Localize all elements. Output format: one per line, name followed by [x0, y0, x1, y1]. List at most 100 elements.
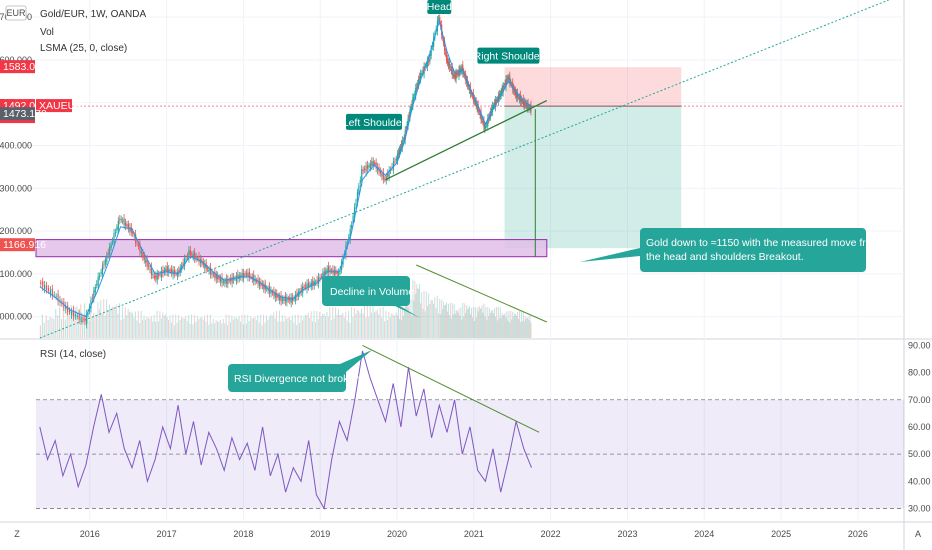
volume-bar: [326, 311, 328, 338]
volume-bar: [456, 310, 458, 338]
candle-body: [96, 284, 98, 286]
rsi-gridlines: [36, 399, 904, 509]
candle-body: [312, 280, 314, 286]
volume-bar: [191, 314, 193, 338]
candle-body: [188, 250, 190, 259]
volume-bar: [156, 310, 158, 338]
dotted-trend-segment: [39, 0, 889, 339]
dotted-trendline[interactable]: [39, 0, 889, 339]
volume-bar: [424, 311, 426, 338]
candle-body: [111, 241, 114, 243]
drawn-lines[interactable]: [385, 99, 548, 323]
volume-bar: [62, 306, 65, 338]
candle-body: [86, 314, 88, 325]
candle-body: [256, 280, 258, 282]
currency-badge[interactable]: [5, 5, 27, 21]
volume-bar: [355, 313, 357, 338]
volume-bar: [441, 299, 443, 338]
volume-bar: [349, 322, 351, 338]
candle-body: [274, 293, 276, 298]
volume-bar: [477, 311, 479, 338]
candle-body: [222, 281, 225, 283]
candle-body: [80, 316, 82, 321]
candle-body: [325, 270, 327, 274]
candle-body: [114, 232, 117, 234]
measured-move-box: [640, 228, 866, 272]
candle-body: [394, 161, 396, 163]
volume-bar: [265, 315, 267, 338]
candle-body: [198, 255, 200, 262]
candle-body: [304, 285, 307, 288]
volume-bar: [218, 321, 220, 338]
volume-bar: [244, 314, 246, 338]
volume-bar: [487, 307, 489, 338]
volume-bar: [106, 299, 108, 338]
candle-body: [94, 286, 96, 293]
volume-bar: [358, 310, 360, 338]
volume-bar: [240, 321, 242, 338]
candle-body: [163, 269, 166, 273]
volume-bar: [76, 306, 78, 338]
volume-bar: [188, 315, 190, 338]
support-zone[interactable]: [35, 239, 548, 258]
annotation-callouts[interactable]: Head Left Shoulder Right Shoulder Decline i…: [228, 0, 881, 392]
candle-body: [158, 274, 160, 276]
short-position-tool[interactable]: [36, 67, 904, 249]
volume-bar: [339, 315, 341, 338]
candle-body: [283, 298, 285, 301]
volume-bar: [415, 294, 417, 338]
volume-bar: [137, 310, 139, 338]
candle-body: [130, 226, 132, 233]
volume-bar: [524, 316, 526, 338]
volume-bar: [93, 312, 95, 338]
candle-body: [398, 149, 401, 155]
neckline: [385, 99, 548, 181]
volume-bar: [414, 281, 416, 338]
candle-body: [412, 97, 414, 107]
rsi-pane[interactable]: [0, 340, 904, 522]
rsi-axis-labels[interactable]: 30.00 40.00 50.00 60.00 70.00 80.00 90.00: [908, 340, 931, 513]
main-pane[interactable]: [0, 0, 904, 338]
candle-body: [267, 288, 269, 291]
volume-bar: [242, 324, 244, 338]
z-button[interactable]: Z: [14, 529, 20, 539]
candle-body: [446, 58, 449, 63]
candle-body: [183, 258, 186, 267]
volume-bar: [475, 317, 477, 338]
volume-bar: [322, 313, 324, 338]
candle-body: [215, 274, 217, 280]
volume-bar: [60, 319, 63, 338]
volume-bar: [439, 299, 441, 338]
candle-body: [132, 231, 134, 235]
volume-bar: [127, 309, 129, 338]
time-axis-labels[interactable]: 2016 2017 2018 2019 2020 2021 2022 2023 2024 2025…: [80, 529, 868, 539]
volume-bar: [399, 306, 401, 338]
candle-body: [326, 268, 328, 273]
volume-bar: [212, 318, 214, 338]
volume-bar: [481, 305, 483, 338]
candle-body: [403, 137, 405, 139]
candle-body: [263, 284, 265, 289]
candle-body: [145, 260, 147, 263]
volume-bar: [214, 323, 216, 338]
position-risk-zone: [504, 67, 682, 107]
volume-bar: [173, 325, 175, 338]
price-badge-label: 1583.047: [3, 61, 47, 73]
volume-bar: [381, 317, 383, 338]
volume-bar: [395, 312, 397, 338]
time-tick-label: 2022: [541, 529, 561, 539]
candle-body: [74, 314, 76, 317]
a-button[interactable]: A: [915, 529, 921, 539]
candle-body: [487, 118, 489, 127]
candle-body: [156, 273, 158, 281]
volume-bar: [379, 307, 381, 338]
candle-body: [457, 72, 459, 74]
volume-bar: [420, 303, 422, 338]
volume-bar: [87, 310, 89, 338]
volume-bar: [229, 322, 231, 338]
candle-body: [328, 266, 330, 273]
volume-bar: [133, 317, 135, 338]
volume-bar: [153, 314, 155, 338]
volume-bar: [373, 312, 375, 338]
